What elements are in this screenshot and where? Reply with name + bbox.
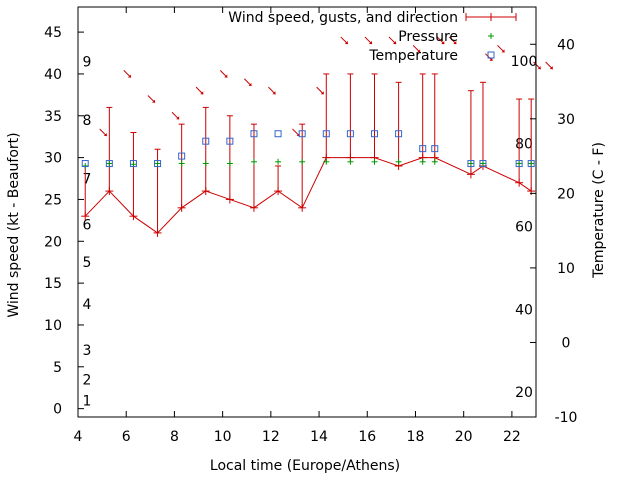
temperature-point (81, 160, 89, 168)
y-tick-label: 5 (53, 360, 62, 376)
temperature-point (419, 145, 427, 153)
temperature-point (250, 130, 258, 138)
plot-area: 1 2 3 4 5 6 7 8 9 20 40 60 80 100 (81, 36, 554, 409)
y-tick-label: 20 (44, 234, 62, 250)
y-tick-label: 35 (44, 109, 62, 125)
wind-direction-arrowhead (549, 66, 553, 70)
legend: Wind speed, gusts, and direction Pressur… (228, 10, 517, 64)
y2-tick-label: 40 (557, 37, 575, 53)
temperature-point (298, 130, 306, 138)
temperature-point (527, 160, 535, 168)
x-tick-label: 8 (170, 429, 179, 445)
wind-direction-arrowhead (417, 49, 421, 53)
temperature-point (274, 130, 282, 138)
x-tick-label: 18 (407, 429, 425, 445)
y2-tick-label: -10 (555, 410, 578, 426)
wind-direction-arrowhead (368, 41, 372, 45)
temperature-point (105, 160, 113, 168)
beaufort-label: 2 (83, 372, 92, 388)
y2-tick-label: 0 (562, 335, 571, 351)
wind-direction-arrowhead (127, 74, 131, 78)
wind-direction-arrowhead (441, 41, 445, 45)
axes: 4 6 8 10 12 14 16 18 20 22051015202530354045-1001… (44, 6, 578, 445)
y-tick-label: 10 (44, 318, 62, 334)
x-tick-label: 16 (358, 429, 376, 445)
temperature-point (395, 130, 403, 138)
fahrenheit-label: 20 (515, 385, 533, 401)
wind-direction-arrowhead (453, 41, 457, 45)
temperature-point (370, 130, 378, 138)
x-tick-label: 4 (74, 429, 83, 445)
temperature-point (226, 137, 234, 145)
fahrenheit-label: 60 (515, 219, 533, 235)
wind-direction-arrowhead (344, 41, 348, 45)
temperature-point (479, 160, 487, 168)
x-tick-label: 6 (122, 429, 131, 445)
wind-speed-line (84, 157, 532, 234)
x-axis-label: Local time (Europe/Athens) (210, 458, 400, 474)
temperature-point (467, 160, 475, 168)
temperature-point (202, 137, 210, 145)
fahrenheit-label: 100 (511, 54, 538, 70)
beaufort-label: 8 (83, 113, 92, 129)
x-tick-label: 22 (503, 429, 521, 445)
temperature-point (515, 160, 523, 168)
temperature-point (178, 152, 186, 160)
x-tick-label: 14 (310, 429, 328, 445)
y2-tick-label: 30 (557, 112, 575, 128)
temperature-point (431, 145, 439, 153)
wind-direction-arrowhead (537, 66, 541, 70)
wind-direction-arrowhead (151, 99, 155, 103)
y-tick-label: 30 (44, 151, 62, 167)
y-tick-label: 25 (44, 192, 62, 208)
x-tick-label: 10 (214, 429, 232, 445)
fahrenheit-label: 40 (515, 302, 533, 318)
wind-direction-arrowhead (200, 91, 204, 95)
fahrenheit-label: 80 (515, 137, 533, 153)
beaufort-label: 4 (83, 297, 92, 313)
y2-tick-label: 20 (557, 186, 575, 202)
wind-direction-arrowhead (248, 82, 252, 86)
temperature-point (346, 130, 354, 138)
y-tick-label: 45 (44, 25, 62, 41)
y-axis-label: Wind speed (kt - Beaufort) (6, 132, 22, 317)
beaufort-label: 6 (83, 218, 92, 234)
legend-sample-temperature (487, 51, 495, 59)
y-tick-label: 15 (44, 276, 62, 292)
wind-direction-arrowhead (393, 41, 397, 45)
beaufort-label: 5 (83, 255, 92, 271)
temperature-point (129, 160, 137, 168)
y2-axis-label: Temperature (C - F) (591, 142, 607, 279)
beaufort-label: 1 (83, 393, 92, 409)
beaufort-label: 3 (83, 343, 92, 359)
wind-direction-arrowhead (320, 91, 324, 95)
temperature-point (322, 130, 330, 138)
x-tick-label: 20 (455, 429, 473, 445)
wind-direction-arrowhead (103, 133, 107, 137)
wind-direction-arrowhead (501, 49, 505, 53)
beaufort-label: 9 (83, 54, 92, 70)
legend-label-temperature: Temperature (368, 48, 458, 64)
temperature-point (154, 160, 162, 168)
legend-label-wind: Wind speed, gusts, and direction (228, 10, 458, 26)
legend-label-pressure: Pressure (398, 29, 458, 45)
y2-tick-label: 10 (557, 261, 575, 277)
wind-direction-arrowhead (272, 91, 276, 95)
wind-direction-arrowhead (176, 116, 180, 120)
x-tick-label: 12 (262, 429, 280, 445)
y-tick-label: 0 (53, 402, 62, 418)
plot-frame (77, 6, 537, 418)
wind-direction-arrowhead (224, 74, 228, 78)
beaufort-label: 7 (83, 172, 92, 188)
y-tick-label: 40 (44, 67, 62, 83)
